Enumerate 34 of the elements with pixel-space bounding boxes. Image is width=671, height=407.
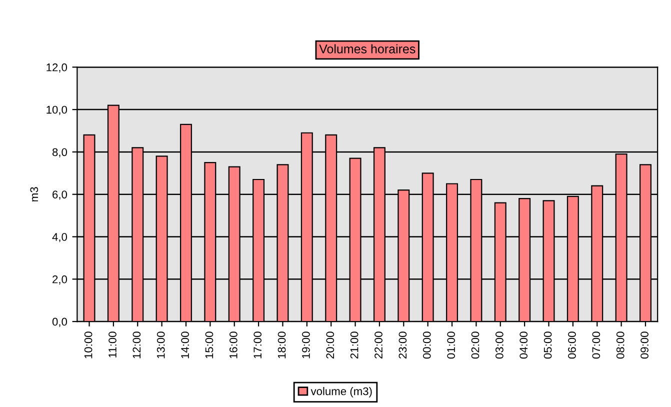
x-tick-label: 01:00: [447, 332, 455, 359]
x-tick-label: 02:00: [471, 332, 480, 359]
x-tick-label: 12:00: [132, 332, 141, 358]
y-tick-label: 4,0: [52, 233, 68, 242]
y-tick-label: 2,0: [52, 275, 68, 285]
y-tick-label: 8,0: [52, 148, 68, 158]
x-tick-label: 16:00: [229, 332, 238, 358]
y-tick-label: 0,0: [52, 318, 68, 327]
x-tick-label: 06:00: [568, 332, 576, 359]
x-tick-label: 17:00: [254, 332, 262, 358]
y-tick-label: 6,0: [52, 190, 68, 200]
x-tick-label: 00:00: [422, 332, 431, 359]
y-tick-label: 12,0: [46, 63, 68, 73]
x-tick-label: 19:00: [302, 332, 310, 358]
x-tick-label: 04:00: [520, 332, 528, 359]
x-tick-label: 23:00: [398, 332, 407, 358]
x-tick-label: 20:00: [326, 332, 334, 358]
chart-title: Volumes horaires: [319, 44, 416, 54]
x-tick-label: 03:00: [496, 332, 504, 359]
legend-label: volume (m3): [310, 387, 372, 398]
x-tick-label: 15:00: [205, 332, 214, 358]
x-tick-label: 07:00: [592, 332, 600, 359]
x-tick-label: 08:00: [616, 332, 624, 359]
x-tick-label: 13:00: [156, 332, 165, 358]
x-tick-label: 21:00: [350, 332, 358, 358]
y-tick-label: 10,0: [46, 106, 68, 115]
x-tick-label: 18:00: [278, 332, 286, 358]
x-tick-label: 09:00: [640, 332, 648, 359]
x-tick-label: 22:00: [374, 332, 382, 358]
y-axis-title: m3: [30, 187, 38, 202]
x-tick-label: 11:00: [108, 332, 116, 358]
x-tick-label: 14:00: [181, 332, 189, 358]
x-tick-label: 05:00: [544, 332, 552, 359]
x-tick-label: 10:00: [84, 332, 92, 358]
